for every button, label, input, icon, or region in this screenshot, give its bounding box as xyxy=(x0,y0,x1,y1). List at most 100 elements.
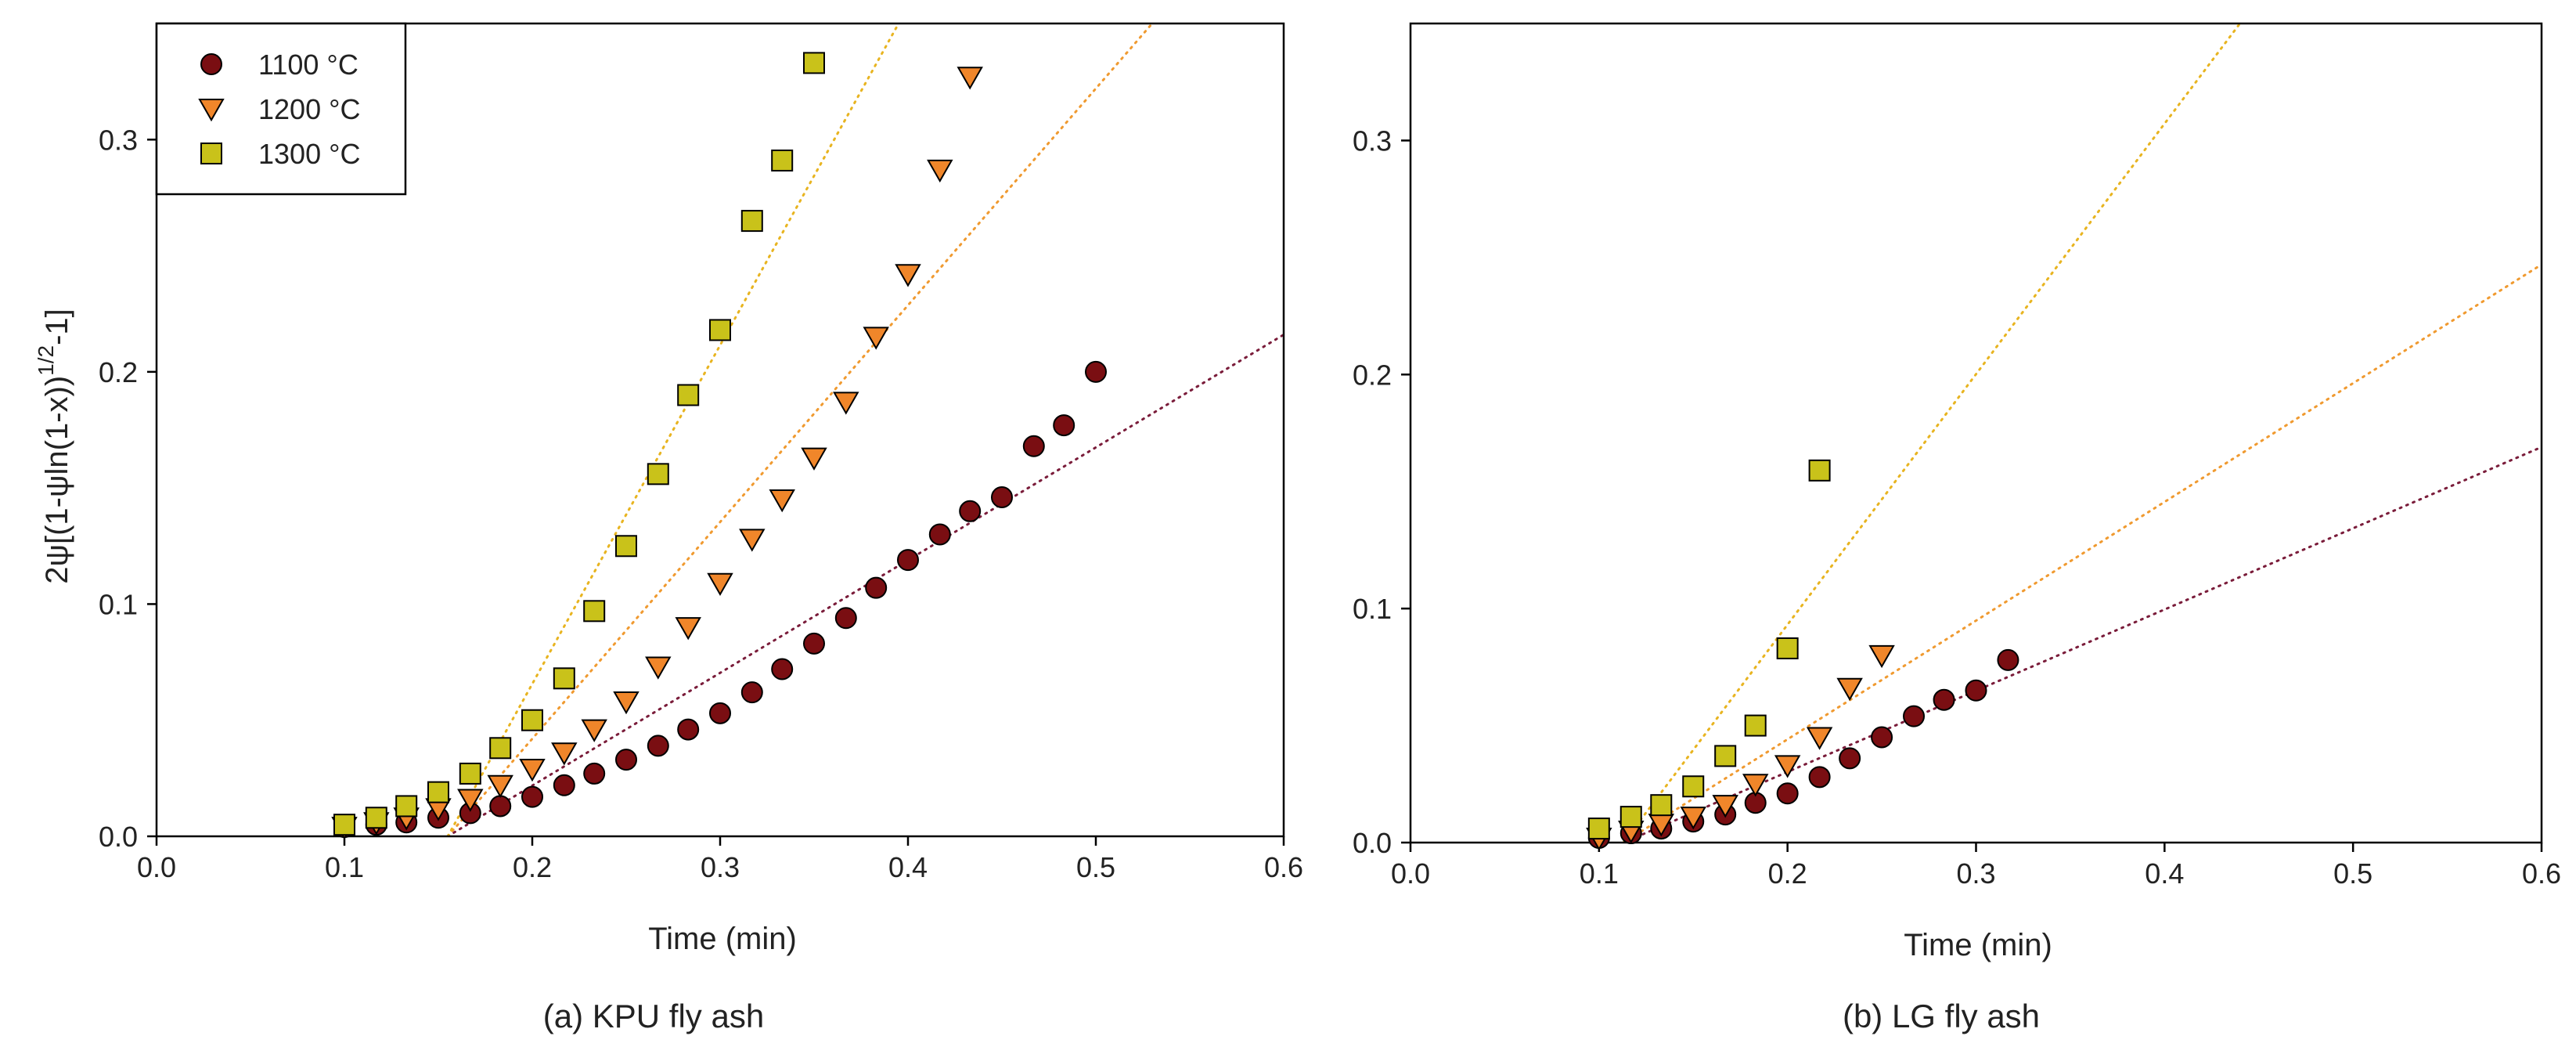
panel-a-xtick-label: 0.5 xyxy=(1076,851,1115,883)
panel-a-point-circle xyxy=(834,607,857,630)
legend-label: 1300 °C xyxy=(258,138,360,170)
panel-a-point-circle xyxy=(771,658,794,680)
panel-a-point-triangle-down xyxy=(551,742,578,766)
panel-a-fit-lines xyxy=(446,23,1284,836)
panel-a-point-circle xyxy=(928,523,951,546)
panel-a-point-circle xyxy=(959,500,982,522)
panel-a-point-circle xyxy=(865,576,888,599)
panel-b-xtick-label: 0.4 xyxy=(2145,857,2184,890)
panel-a-point-triangle-down xyxy=(927,159,953,183)
panel-a-point-square xyxy=(553,667,575,690)
panel-b-caption: (b) LG fly ash xyxy=(1843,998,2040,1034)
panel-b-xtick-label: 0.0 xyxy=(1391,857,1430,890)
panel-b-point-square xyxy=(1714,745,1737,767)
panel-a-ytick-label: 0.2 xyxy=(99,356,138,388)
panel-a-series-circle xyxy=(333,360,1107,839)
panel-a-point-square xyxy=(583,600,606,623)
legend-box xyxy=(155,22,407,196)
panel-a-point-circle xyxy=(677,718,700,741)
legend-marker-square xyxy=(200,143,222,164)
panel-b-plot-frame xyxy=(1409,22,2543,844)
panel-b-fit-line-2 xyxy=(1622,263,2542,843)
panel-a-point-triangle-down xyxy=(801,447,827,471)
panel-a-fit-line-2 xyxy=(446,23,1154,836)
panel-b-xtick-label: 0.3 xyxy=(1956,857,1995,890)
panel-b-point-circle xyxy=(1839,747,1861,770)
panel-a-point-triangle-down xyxy=(739,529,766,552)
panel-a-point-square xyxy=(489,737,512,760)
panel-a-point-circle xyxy=(583,762,606,785)
panel-a-point-square xyxy=(709,319,731,341)
panel-b-point-triangle-down xyxy=(1680,807,1706,830)
panel-a-ylabel: 2ψ[(1-ψln(1-x))1/2-1] xyxy=(34,309,74,584)
panel-b-point-square xyxy=(1619,806,1642,828)
panel-b-point-triangle-down xyxy=(1836,677,1863,702)
panel-a-xtick-label: 0.0 xyxy=(137,851,176,883)
panel-a-point-circle xyxy=(489,795,512,818)
panel-b-point-circle xyxy=(1871,726,1893,749)
panel-a-point-triangle-down xyxy=(645,656,672,680)
panel-b-point-square xyxy=(1682,775,1705,798)
panel-a-caption: (a) KPU fly ash xyxy=(543,998,764,1034)
panel-a-point-triangle-down xyxy=(675,617,701,641)
panel-b-lg: Time (min) (b) LG fly ash 0.0 0.1 0.2 0.3 0.… xyxy=(1353,22,2561,1034)
panel-a-ytick-label: 0.1 xyxy=(99,588,138,620)
panel-b-xtick-label: 0.2 xyxy=(1768,857,1807,890)
panel-a-fit-line-3 xyxy=(446,23,900,836)
panel-b-fit-line-3 xyxy=(1622,23,2242,843)
panel-b-ytick-label: 0.3 xyxy=(1353,125,1392,157)
panel-a-point-circle xyxy=(740,681,763,704)
panel-a-point-triangle-down xyxy=(863,327,889,350)
panel-a-point-square xyxy=(647,463,669,485)
panel-b-point-circle xyxy=(1933,688,1955,711)
panel-a-point-square xyxy=(771,149,794,171)
panel-b-series-square xyxy=(1587,459,1831,840)
panel-a-point-circle xyxy=(647,735,669,757)
panel-a-point-square xyxy=(395,795,418,818)
panel-a-series-triangle-down xyxy=(331,67,983,840)
panel-a-point-circle xyxy=(615,749,637,771)
panel-a-point-square xyxy=(427,781,449,803)
panel-b-ytick-label: 0.2 xyxy=(1353,359,1392,391)
panel-a-point-circle xyxy=(897,549,919,572)
panel-a-point-triangle-down xyxy=(769,489,795,513)
panel-b-ytick-label: 0.1 xyxy=(1353,593,1392,625)
panel-a-point-square xyxy=(615,535,637,558)
legend-marker-circle xyxy=(200,53,222,75)
panel-a-point-triangle-down xyxy=(613,691,639,715)
panel-a-point-triangle-down xyxy=(519,758,546,782)
panel-a-point-triangle-down xyxy=(833,392,859,415)
panel-a-point-triangle-down xyxy=(707,572,733,597)
legend: 1100 °C 1200 °C 1300 °C xyxy=(155,22,407,196)
panel-a-point-square xyxy=(521,709,543,731)
panel-a-point-circle xyxy=(521,785,543,808)
panel-b-fit-line-1 xyxy=(1622,446,2542,843)
legend-label: 1200 °C xyxy=(258,93,360,125)
panel-a-point-circle xyxy=(803,632,825,655)
panel-a-xtick-label: 0.3 xyxy=(701,851,740,883)
panel-a-point-square xyxy=(740,210,763,233)
panel-a-point-square xyxy=(459,762,481,785)
panel-a-xtick-label: 0.6 xyxy=(1264,851,1303,883)
panel-b-xtick-label: 0.5 xyxy=(2333,857,2372,890)
legend-label: 1100 °C xyxy=(258,49,358,81)
legend-items: 1100 °C 1200 °C 1300 °C xyxy=(198,49,360,170)
panel-b-point-triangle-down xyxy=(1774,755,1801,778)
panel-b-point-square xyxy=(1744,714,1767,737)
panel-a-point-triangle-down xyxy=(487,774,513,799)
panel-a-point-circle xyxy=(553,774,575,796)
panel-a-xtick-label: 0.4 xyxy=(888,851,928,883)
panel-a-xtick-label: 0.2 xyxy=(513,851,552,883)
panel-a-series-square xyxy=(333,52,825,836)
panel-b-xtick-label: 0.1 xyxy=(1580,857,1619,890)
panel-a-point-triangle-down xyxy=(581,719,607,742)
panel-a-ytick-label: 0.3 xyxy=(99,124,138,156)
panel-a-point-circle xyxy=(991,486,1013,509)
panel-b-point-triangle-down xyxy=(1742,774,1769,797)
panel-b-point-triangle-down xyxy=(1712,795,1738,818)
panel-a-point-circle xyxy=(1022,435,1045,457)
legend-marker-triangle-down xyxy=(198,99,225,122)
panel-b-point-square xyxy=(1808,459,1831,482)
panel-a-point-circle xyxy=(1085,360,1107,383)
